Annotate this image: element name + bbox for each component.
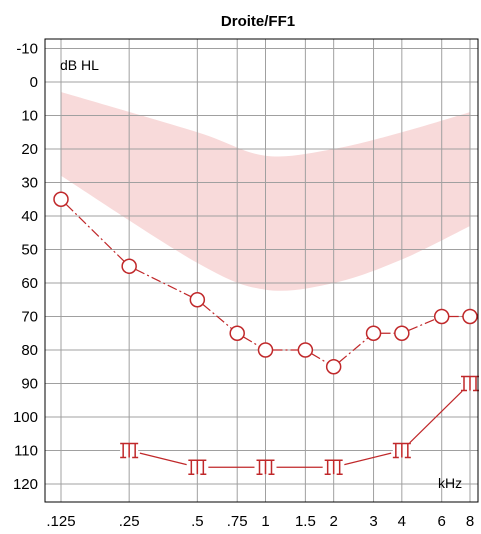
x-tick-labels: .125 .25 .5 .75 1 1.5 2 3 4 6 8 — [46, 513, 474, 530]
x-tick-label: 3 — [369, 513, 377, 530]
y-tick-label: 0 — [30, 74, 38, 91]
x-axis-unit-label: kHz — [438, 475, 462, 491]
x-tick-label: .125 — [46, 513, 75, 530]
plot-area-border — [44, 38, 479, 503]
circle-marker — [229, 325, 245, 341]
y-tick-label: 10 — [21, 108, 38, 125]
m-series-line — [344, 452, 392, 466]
circle-marker — [297, 342, 314, 358]
circle-marker — [462, 308, 478, 325]
y-tick-label: 40 — [21, 208, 38, 225]
circle-series-line — [242, 336, 260, 347]
circle-series-line — [338, 337, 369, 363]
m-marker — [461, 375, 479, 392]
circle-marker — [53, 191, 69, 207]
y-tick-label: 110 — [14, 443, 38, 460]
x-tick-label: 8 — [466, 513, 474, 530]
x-tick-label: 1 — [261, 513, 269, 530]
circle-marker — [433, 308, 450, 325]
x-tick-label: .5 — [191, 513, 204, 530]
y-tick-label: 60 — [21, 275, 38, 292]
y-tick-label: -10 — [16, 41, 38, 58]
circle-series-line — [408, 318, 436, 332]
circle-series-line — [202, 303, 233, 330]
x-tick-label: 1.5 — [295, 513, 316, 530]
circle-series-line — [311, 353, 328, 364]
y-axis-unit-label: dB HL — [60, 57, 99, 73]
x-tick-label: 4 — [398, 513, 406, 530]
m-series-line — [409, 390, 463, 444]
m-marker — [120, 442, 139, 459]
circle-marker — [325, 359, 342, 375]
series-layer — [53, 191, 479, 475]
circle-series-line — [65, 203, 125, 262]
m-marker — [256, 459, 275, 475]
y-tick-label: 70 — [21, 309, 38, 326]
chart-title: Droite/FF1 — [221, 13, 295, 30]
y-tick-label: 90 — [21, 376, 38, 393]
circle-marker — [365, 325, 382, 341]
y-tick-label: 50 — [21, 242, 38, 259]
m-series-line — [139, 452, 187, 466]
m-marker — [392, 442, 411, 459]
m-marker — [324, 459, 343, 475]
x-tick-label: 6 — [438, 513, 446, 530]
x-tick-label: .25 — [119, 513, 140, 530]
x-tick-label: .75 — [227, 513, 248, 530]
y-tick-labels: -10 0 10 20 30 40 50 60 70 80 90 100 110 120 — [13, 41, 38, 494]
circle-marker — [121, 258, 137, 274]
y-tick-label: 20 — [21, 141, 38, 158]
circle-marker — [394, 325, 410, 341]
y-tick-label: 30 — [21, 175, 38, 192]
y-tick-label: 80 — [21, 342, 38, 359]
y-tick-label: 100 — [13, 409, 38, 426]
m-marker — [188, 459, 207, 475]
y-tick-label: 120 — [13, 476, 38, 493]
circle-marker — [257, 342, 274, 358]
circle-marker — [189, 292, 206, 308]
x-tick-label: 2 — [329, 513, 337, 530]
